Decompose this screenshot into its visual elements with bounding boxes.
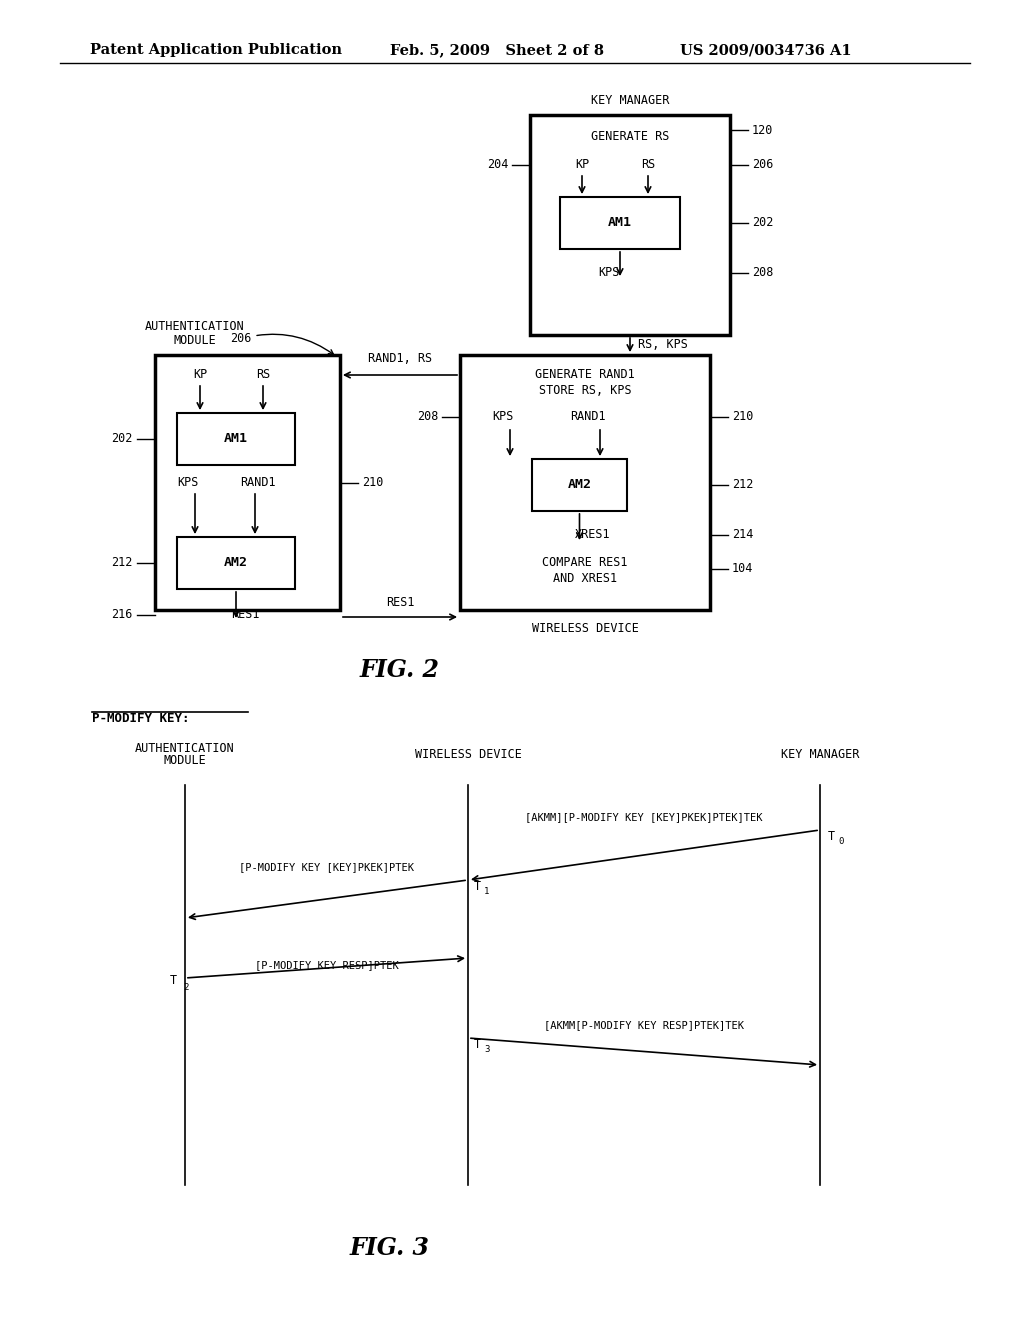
- Text: T: T: [828, 829, 836, 842]
- Text: 104: 104: [732, 562, 754, 576]
- Bar: [530, 115, 730, 335]
- Bar: [560, 197, 680, 249]
- Bar: [155, 355, 340, 610]
- Text: 212: 212: [112, 557, 133, 569]
- Text: AM2: AM2: [567, 479, 592, 491]
- Text: T: T: [474, 1038, 481, 1051]
- Text: 202: 202: [112, 433, 133, 446]
- Text: 2: 2: [183, 982, 188, 991]
- Text: AUTHENTICATION: AUTHENTICATION: [145, 321, 245, 334]
- Text: GENERATE RAND1: GENERATE RAND1: [536, 368, 635, 381]
- Text: [AKMM[P-MODIFY KEY RESP]PTEK]TEK: [AKMM[P-MODIFY KEY RESP]PTEK]TEK: [544, 1020, 744, 1030]
- Text: P-MODIFY KEY:: P-MODIFY KEY:: [92, 711, 189, 725]
- Text: T: T: [474, 879, 481, 892]
- Text: 1: 1: [484, 887, 489, 896]
- Text: AM1: AM1: [224, 433, 248, 446]
- Text: RS: RS: [641, 158, 655, 172]
- Text: 206: 206: [752, 158, 773, 172]
- Text: [P-MODIFY KEY RESP]PTEK: [P-MODIFY KEY RESP]PTEK: [255, 960, 398, 970]
- Text: RAND1, RS: RAND1, RS: [368, 352, 432, 366]
- Text: KPS: KPS: [598, 267, 620, 280]
- Text: RAND1: RAND1: [240, 477, 275, 490]
- Text: 0: 0: [838, 837, 844, 846]
- Text: [P-MODIFY KEY [KEY]PKEK]PTEK: [P-MODIFY KEY [KEY]PKEK]PTEK: [239, 862, 414, 873]
- Text: RS, KPS: RS, KPS: [638, 338, 688, 351]
- Bar: [177, 413, 295, 465]
- Text: GENERATE RS: GENERATE RS: [591, 131, 670, 144]
- Text: 210: 210: [732, 411, 754, 424]
- Text: 214: 214: [732, 528, 754, 541]
- Text: AM1: AM1: [608, 216, 632, 230]
- Text: KP: KP: [193, 368, 207, 381]
- Text: KPS: KPS: [492, 411, 513, 424]
- Text: 216: 216: [112, 609, 133, 622]
- Text: KEY MANAGER: KEY MANAGER: [591, 95, 670, 107]
- Bar: [460, 355, 710, 610]
- Text: RS: RS: [256, 368, 270, 381]
- Bar: [177, 537, 295, 589]
- Text: KPS: KPS: [177, 477, 199, 490]
- Bar: [532, 459, 627, 511]
- Text: XRES1: XRES1: [574, 528, 610, 541]
- Text: 206: 206: [230, 333, 334, 355]
- Text: RAND1: RAND1: [570, 411, 605, 424]
- Text: KEY MANAGER: KEY MANAGER: [781, 747, 859, 760]
- Text: T: T: [170, 974, 177, 987]
- Text: RES1: RES1: [231, 609, 259, 622]
- Text: 120: 120: [752, 124, 773, 136]
- Text: MODULE: MODULE: [164, 754, 207, 767]
- Text: STORE RS, KPS: STORE RS, KPS: [539, 384, 632, 396]
- Text: 204: 204: [486, 158, 508, 172]
- Text: AUTHENTICATION: AUTHENTICATION: [135, 742, 234, 755]
- Text: WIRELESS DEVICE: WIRELESS DEVICE: [415, 747, 521, 760]
- Text: Feb. 5, 2009   Sheet 2 of 8: Feb. 5, 2009 Sheet 2 of 8: [390, 44, 604, 57]
- Text: KP: KP: [574, 158, 589, 172]
- Text: 212: 212: [732, 479, 754, 491]
- Text: 208: 208: [417, 411, 438, 424]
- Text: 3: 3: [484, 1045, 489, 1055]
- Text: RES1: RES1: [386, 597, 415, 609]
- Text: MODULE: MODULE: [174, 334, 216, 347]
- Text: 210: 210: [362, 477, 383, 490]
- Text: Patent Application Publication: Patent Application Publication: [90, 44, 342, 57]
- Text: COMPARE RES1: COMPARE RES1: [543, 557, 628, 569]
- Text: US 2009/0034736 A1: US 2009/0034736 A1: [680, 44, 852, 57]
- Text: [AKMM][P-MODIFY KEY [KEY]PKEK]PTEK]TEK: [AKMM][P-MODIFY KEY [KEY]PKEK]PTEK]TEK: [525, 812, 763, 822]
- Text: AM2: AM2: [224, 557, 248, 569]
- Text: AND XRES1: AND XRES1: [553, 572, 617, 585]
- Text: WIRELESS DEVICE: WIRELESS DEVICE: [531, 622, 638, 635]
- Text: FIG. 3: FIG. 3: [350, 1236, 430, 1261]
- Text: 202: 202: [752, 216, 773, 230]
- Text: 208: 208: [752, 267, 773, 280]
- Text: FIG. 2: FIG. 2: [360, 657, 440, 682]
